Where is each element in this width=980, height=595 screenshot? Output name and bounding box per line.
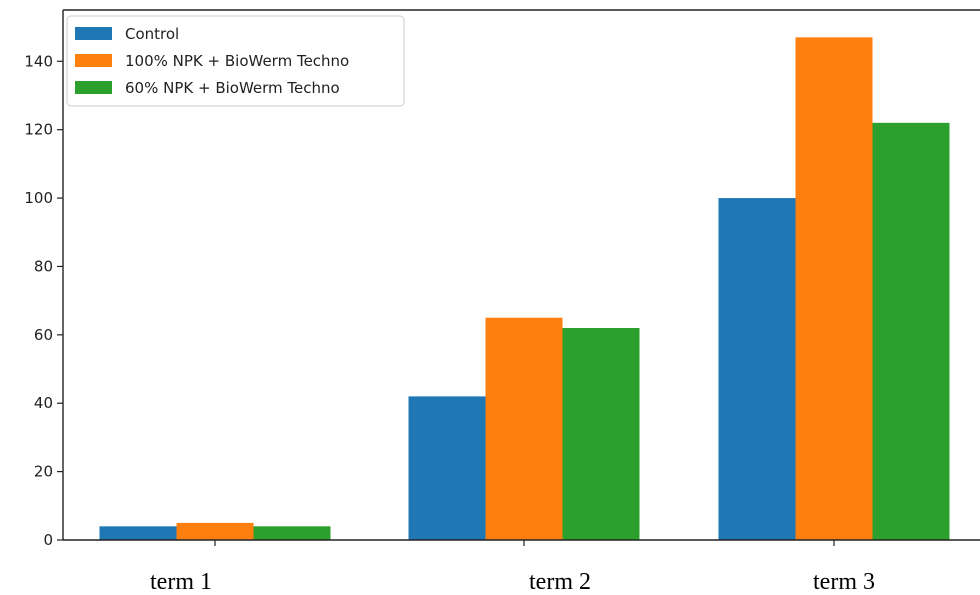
- y-tick-label: 0: [43, 531, 53, 549]
- y-tick-label: 20: [34, 463, 53, 481]
- y-tick-label: 140: [24, 52, 53, 70]
- legend-label: 60% NPK + BioWerm Techno: [125, 79, 340, 97]
- axes-layer: [62, 9, 980, 541]
- bar-control-3: [718, 198, 796, 540]
- bar-100-npk-biowerm-techno-2: [485, 317, 563, 540]
- y-tick-label: 100: [24, 189, 53, 207]
- bar-100-npk-biowerm-techno-3: [795, 37, 873, 541]
- y-tick-label: 60: [34, 326, 53, 344]
- bar-60-npk-biowerm-techno-3: [872, 122, 950, 540]
- bars-layer: [99, 37, 950, 541]
- y-ticks-layer: 0 20 40 60 80 100 120 140: [24, 52, 63, 549]
- x-ticks-layer: term 1 term 2 term 3: [150, 540, 875, 595]
- bar-60-npk-biowerm-techno-2: [562, 328, 640, 540]
- legend-box: [66, 15, 405, 107]
- bar-control-2: [408, 396, 486, 540]
- legend: Control 100% NPK + BioWerm Techno 60% NPK …: [66, 15, 405, 107]
- y-tick-label: 40: [34, 394, 53, 412]
- y-tick-label: 120: [24, 121, 53, 139]
- bar-100-npk-biowerm-techno-1: [176, 522, 254, 540]
- x-category-label: term 1: [150, 569, 212, 595]
- y-tick-label: 80: [34, 257, 53, 275]
- legend-label: Control: [125, 25, 179, 43]
- legend-swatch: [75, 27, 112, 40]
- legend-swatch: [75, 54, 112, 67]
- x-category-label: term 3: [813, 569, 875, 595]
- x-category-label: term 2: [529, 569, 591, 595]
- bar-60-npk-biowerm-techno-1: [253, 526, 331, 540]
- legend-label: 100% NPK + BioWerm Techno: [125, 52, 349, 70]
- legend-swatch: [75, 81, 112, 94]
- bar-control-1: [99, 526, 177, 540]
